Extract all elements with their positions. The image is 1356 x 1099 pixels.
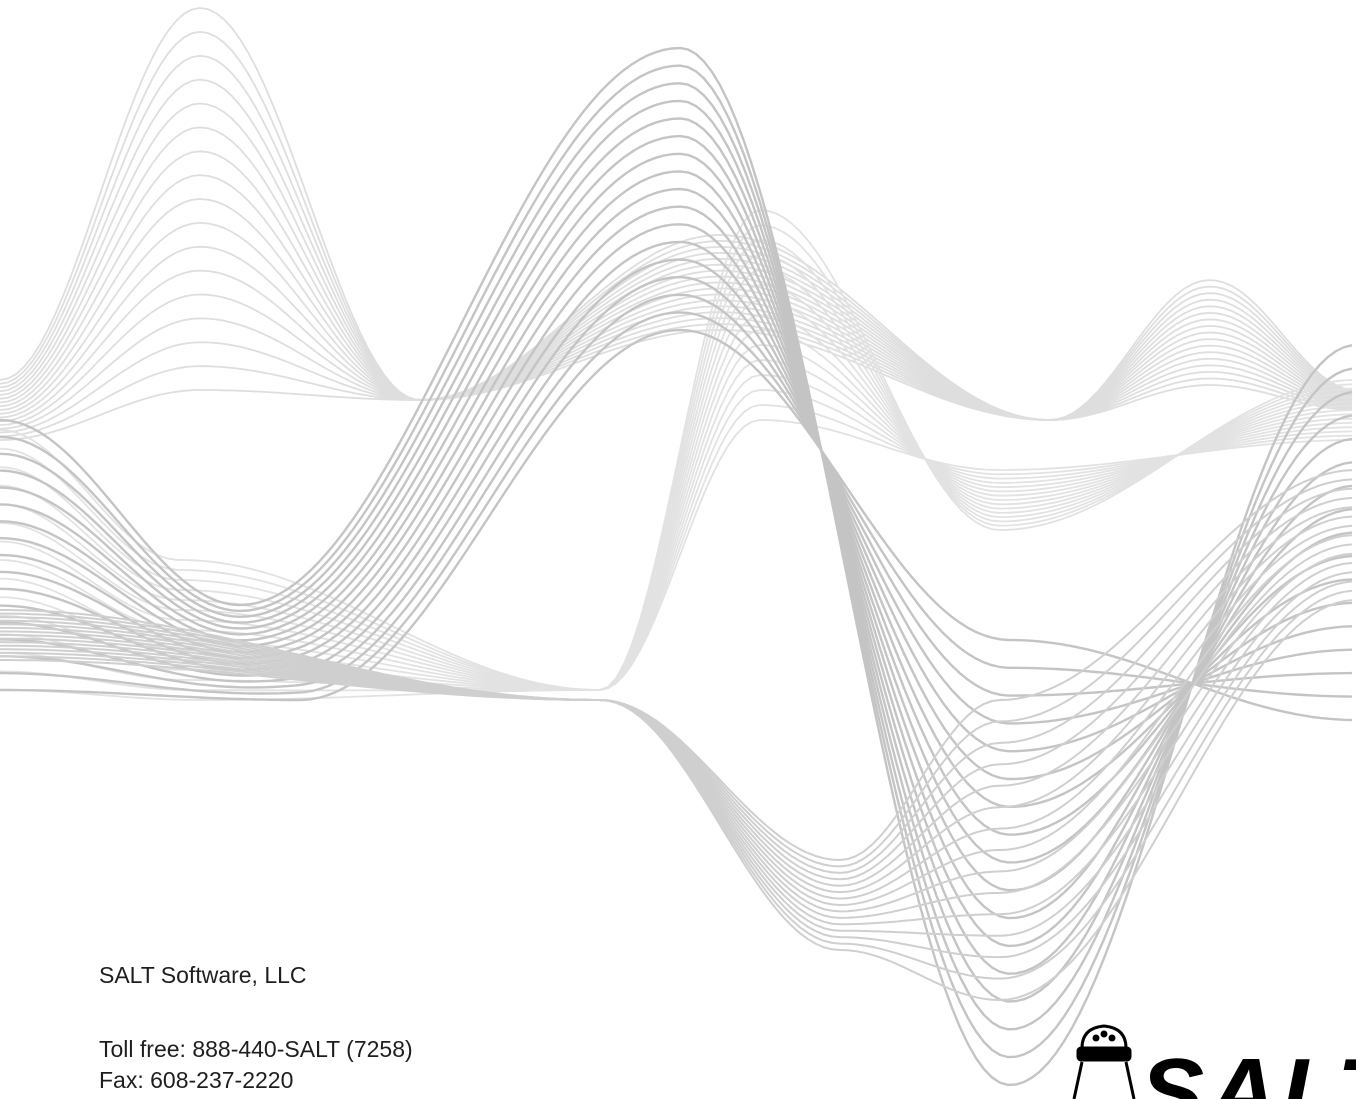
wave-line bbox=[0, 240, 1353, 781]
wave-line bbox=[0, 311, 1353, 698]
wave-line bbox=[0, 469, 1353, 862]
wave-line bbox=[0, 275, 1353, 725]
wave-line bbox=[0, 404, 1353, 692]
wave-line bbox=[0, 254, 1353, 691]
wave-line bbox=[0, 150, 1353, 421]
wave-line bbox=[0, 64, 1353, 1059]
wave-line bbox=[0, 224, 1353, 691]
wave-line bbox=[0, 198, 1353, 421]
wave-line bbox=[0, 487, 1353, 874]
wave-line bbox=[0, 102, 1353, 421]
wave-line bbox=[0, 46, 1353, 1087]
wave-line bbox=[0, 30, 1353, 421]
wave-line bbox=[0, 134, 1353, 948]
wave-line bbox=[0, 599, 1353, 1002]
wave-line bbox=[0, 245, 1353, 421]
wave-line bbox=[0, 419, 1353, 701]
wave-line bbox=[0, 117, 1353, 975]
wave-line bbox=[0, 478, 1353, 868]
wave-line bbox=[0, 209, 1353, 691]
wave-line bbox=[0, 174, 1353, 421]
wave-line bbox=[0, 329, 1353, 691]
wave-line bbox=[0, 7, 1353, 421]
company-name: SALT Software, LLC bbox=[99, 962, 307, 988]
wave-line bbox=[0, 239, 1353, 691]
wave-line bbox=[0, 317, 1353, 434]
wave-line bbox=[0, 506, 1353, 887]
wave-line bbox=[0, 284, 1353, 691]
salt-shaker-icon bbox=[1072, 1024, 1136, 1099]
wave-line bbox=[0, 328, 1353, 722]
wave-line bbox=[0, 293, 1353, 426]
wave-line bbox=[0, 126, 1353, 421]
logo-text: SALT bbox=[1140, 1039, 1356, 1099]
wave-line bbox=[0, 54, 1353, 421]
logo: SALT bbox=[1072, 1024, 1356, 1099]
wave-line bbox=[0, 258, 1353, 753]
wave-line bbox=[0, 329, 1353, 441]
wave-line bbox=[0, 515, 1353, 894]
fax: Fax: 608-237-2220 bbox=[99, 1067, 293, 1093]
wave-line bbox=[0, 311, 1353, 430]
wave-line bbox=[0, 524, 1353, 900]
toll-free: Toll free: 888-440-SALT (7258) bbox=[99, 1036, 413, 1062]
wave-line bbox=[0, 152, 1353, 920]
wave-line bbox=[0, 269, 1353, 423]
wave-line bbox=[0, 82, 1353, 1031]
wave-line bbox=[0, 323, 1353, 438]
wave-decoration bbox=[0, 7, 1353, 1087]
wave-line bbox=[0, 496, 1353, 881]
